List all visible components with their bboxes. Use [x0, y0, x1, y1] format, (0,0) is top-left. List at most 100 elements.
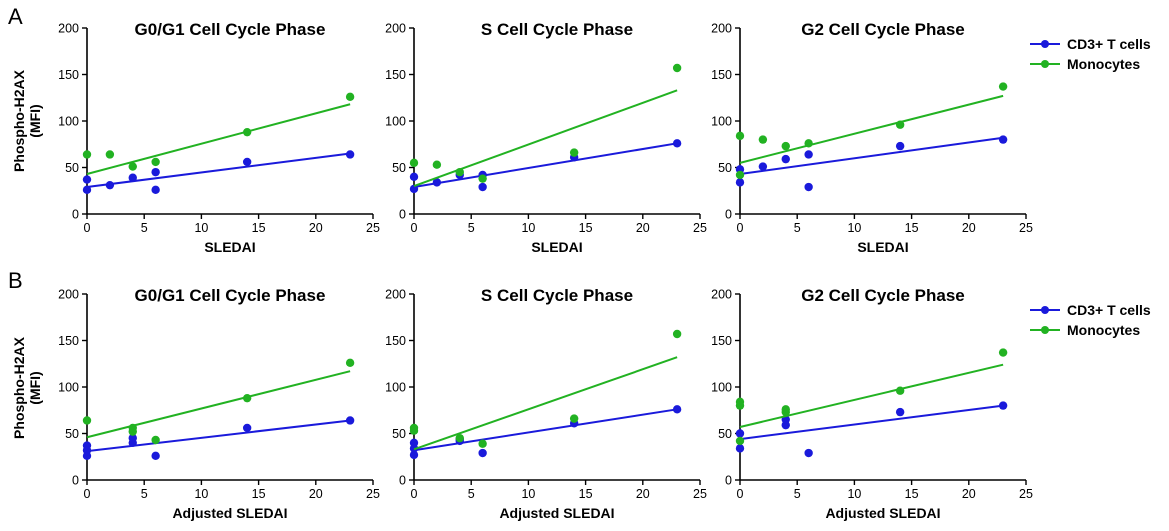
- series-monocytes: [409, 329, 682, 451]
- legend-row-b: CD3+ T cells Monocytes: [1030, 302, 1151, 338]
- y-tick-label: 150: [711, 68, 732, 82]
- data-point: [345, 358, 355, 368]
- data-point: [758, 162, 768, 171]
- data-point: [804, 448, 813, 458]
- data-point: [128, 162, 137, 171]
- regression-line: [413, 89, 678, 188]
- x-axis-label: SLEDAI: [531, 239, 582, 255]
- data-point: [998, 135, 1008, 144]
- x-tick-label: 5: [141, 487, 148, 501]
- data-point: [998, 401, 1008, 410]
- data-point: [432, 160, 442, 169]
- x-tick-label: 15: [905, 487, 919, 501]
- x-tick-label: 10: [521, 221, 535, 235]
- legend-swatch-marker: [1041, 306, 1049, 314]
- y-axis-label-row-b: Phospho-H2AX (MFI): [11, 336, 43, 439]
- legend-swatch-marker: [1041, 40, 1049, 48]
- chart-panel-a-2: S Cell Cycle Phase 0 50 100 150 200 0 5 10 15 20 25…: [385, 20, 707, 255]
- y-tick-label: 150: [711, 334, 732, 348]
- y-tick-label: 200: [385, 288, 406, 302]
- data-point: [804, 139, 813, 148]
- y-tick-label: 100: [58, 115, 79, 129]
- y-tick-label: 150: [385, 334, 406, 348]
- x-tick-label: 20: [636, 487, 650, 501]
- data-point: [82, 150, 92, 159]
- data-point: [478, 439, 487, 448]
- data-point: [409, 426, 419, 435]
- regression-line: [86, 152, 351, 189]
- x-tick-label: 25: [366, 221, 380, 235]
- data-point: [105, 150, 115, 159]
- regression-line: [739, 94, 1004, 164]
- series-cd3-t-cells: [735, 401, 1008, 458]
- x-tick-label: 5: [468, 487, 475, 501]
- data-point: [345, 416, 355, 425]
- x-tick-label: 20: [962, 487, 976, 501]
- series-monocytes: [82, 92, 355, 175]
- chart-panel-b-3: G2 Cell Cycle Phase 0 50 100 150 200 0 5 10 15 20 2…: [711, 286, 1033, 521]
- data-point: [478, 174, 487, 183]
- data-point: [409, 158, 419, 168]
- data-point: [672, 139, 682, 148]
- regression-line: [86, 370, 351, 439]
- x-tick-label: 20: [636, 221, 650, 235]
- row-label-a: A: [8, 4, 23, 29]
- legend-label-monocytes: Monocytes: [1067, 56, 1140, 72]
- x-tick-label: 0: [411, 221, 418, 235]
- y-tick-label: 200: [385, 22, 406, 36]
- series-monocytes: [409, 63, 682, 188]
- legend-entry-cd3: CD3+ T cells: [1030, 36, 1151, 52]
- chart-title: G0/G1 Cell Cycle Phase: [135, 20, 326, 39]
- data-point: [409, 172, 419, 181]
- data-point: [409, 184, 419, 194]
- data-point: [128, 438, 137, 447]
- chart-title: G2 Cell Cycle Phase: [801, 286, 964, 305]
- series-monocytes: [735, 348, 1008, 446]
- y-tick-label: 0: [72, 208, 79, 222]
- data-point: [735, 401, 745, 410]
- data-point: [781, 154, 790, 164]
- y-tick-label: 50: [65, 161, 79, 175]
- chart-panel-b-2: S Cell Cycle Phase 0 50 100 150 200 0 5 10 15 20 25…: [385, 286, 707, 521]
- series-monocytes: [82, 358, 355, 445]
- y-tick-label: 200: [711, 288, 732, 302]
- y-tick-label: 100: [711, 381, 732, 395]
- x-axis-label: SLEDAI: [857, 239, 908, 255]
- y-axis-label-line-2: (MFI): [27, 104, 43, 137]
- data-point: [998, 82, 1008, 91]
- data-point: [569, 148, 579, 157]
- x-axis-label: Adjusted SLEDAI: [499, 505, 614, 521]
- x-tick-label: 15: [579, 221, 593, 235]
- data-point: [804, 150, 813, 159]
- y-tick-label: 100: [385, 381, 406, 395]
- x-tick-label: 0: [84, 487, 91, 501]
- x-tick-label: 0: [84, 221, 91, 235]
- data-point: [432, 178, 442, 187]
- data-point: [128, 427, 137, 436]
- regression-line: [413, 356, 678, 451]
- data-point: [242, 393, 252, 403]
- series-cd3-t-cells: [409, 139, 682, 194]
- x-tick-label: 25: [1019, 221, 1033, 235]
- chart-title: G2 Cell Cycle Phase: [801, 20, 964, 39]
- x-tick-label: 10: [847, 487, 861, 501]
- data-point: [895, 141, 905, 151]
- data-point: [735, 131, 745, 141]
- data-point: [455, 167, 464, 177]
- x-tick-label: 15: [579, 487, 593, 501]
- x-tick-label: 10: [194, 221, 208, 235]
- chart-title: S Cell Cycle Phase: [481, 20, 633, 39]
- y-axis-label-line-1: Phospho-H2AX: [11, 69, 27, 172]
- data-point: [804, 182, 813, 192]
- legend-row-a: CD3+ T cells Monocytes: [1030, 36, 1151, 72]
- regression-line: [413, 142, 678, 189]
- y-tick-label: 50: [392, 161, 406, 175]
- y-axis-label-line-2: (MFI): [27, 371, 43, 404]
- chart-title: S Cell Cycle Phase: [481, 286, 633, 305]
- y-tick-label: 0: [72, 474, 79, 488]
- data-point: [151, 435, 160, 445]
- y-tick-label: 150: [385, 68, 406, 82]
- data-point: [672, 405, 682, 414]
- x-tick-label: 5: [794, 487, 801, 501]
